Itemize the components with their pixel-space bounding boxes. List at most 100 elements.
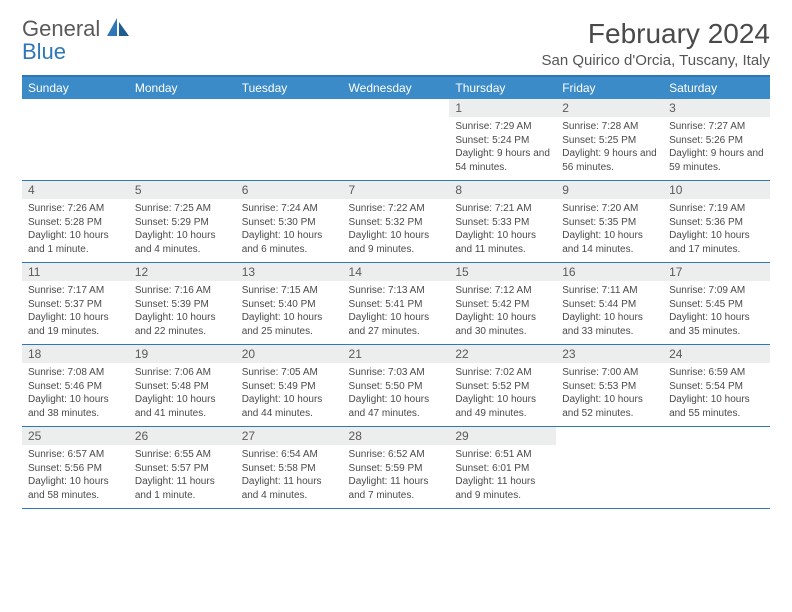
sunrise-text: Sunrise: 7:11 AM (562, 284, 657, 298)
day-details: Sunrise: 7:28 AMSunset: 5:25 PMDaylight:… (556, 117, 663, 180)
daylight-text: Daylight: 10 hours and 22 minutes. (135, 311, 230, 338)
day-number: 16 (556, 263, 663, 281)
sunset-text: Sunset: 5:54 PM (669, 380, 764, 394)
sunset-text: Sunset: 5:41 PM (349, 298, 444, 312)
day-number: 5 (129, 181, 236, 199)
calendar-day-cell: 23Sunrise: 7:00 AMSunset: 5:53 PMDayligh… (556, 345, 663, 427)
day-details: Sunrise: 7:29 AMSunset: 5:24 PMDaylight:… (449, 117, 556, 180)
calendar-day-cell: 10Sunrise: 7:19 AMSunset: 5:36 PMDayligh… (663, 181, 770, 263)
daylight-text: Daylight: 10 hours and 38 minutes. (28, 393, 123, 420)
sunrise-text: Sunrise: 7:20 AM (562, 202, 657, 216)
calendar-day-cell: 1Sunrise: 7:29 AMSunset: 5:24 PMDaylight… (449, 99, 556, 181)
day-details: Sunrise: 6:54 AMSunset: 5:58 PMDaylight:… (236, 445, 343, 508)
day-number: 8 (449, 181, 556, 199)
sunrise-text: Sunrise: 7:05 AM (242, 366, 337, 380)
calendar-day-cell: 28Sunrise: 6:52 AMSunset: 5:59 PMDayligh… (343, 427, 450, 509)
sunrise-text: Sunrise: 7:25 AM (135, 202, 230, 216)
sunrise-text: Sunrise: 7:02 AM (455, 366, 550, 380)
day-details: Sunrise: 7:13 AMSunset: 5:41 PMDaylight:… (343, 281, 450, 344)
calendar-day-cell: .. (129, 99, 236, 181)
sunrise-text: Sunrise: 7:26 AM (28, 202, 123, 216)
day-number: 13 (236, 263, 343, 281)
day-details: Sunrise: 7:22 AMSunset: 5:32 PMDaylight:… (343, 199, 450, 262)
calendar-day-cell: .. (22, 99, 129, 181)
sunset-text: Sunset: 5:30 PM (242, 216, 337, 230)
day-details: Sunrise: 6:51 AMSunset: 6:01 PMDaylight:… (449, 445, 556, 508)
daylight-text: Daylight: 10 hours and 14 minutes. (562, 229, 657, 256)
sunset-text: Sunset: 5:42 PM (455, 298, 550, 312)
day-number: 24 (663, 345, 770, 363)
sunset-text: Sunset: 5:40 PM (242, 298, 337, 312)
day-details: Sunrise: 7:15 AMSunset: 5:40 PMDaylight:… (236, 281, 343, 344)
sunset-text: Sunset: 5:33 PM (455, 216, 550, 230)
day-details: Sunrise: 7:19 AMSunset: 5:36 PMDaylight:… (663, 199, 770, 262)
sunrise-text: Sunrise: 7:09 AM (669, 284, 764, 298)
calendar-day-cell: 29Sunrise: 6:51 AMSunset: 6:01 PMDayligh… (449, 427, 556, 509)
sunset-text: Sunset: 5:58 PM (242, 462, 337, 476)
sunset-text: Sunset: 5:28 PM (28, 216, 123, 230)
sunset-text: Sunset: 5:52 PM (455, 380, 550, 394)
sunset-text: Sunset: 5:48 PM (135, 380, 230, 394)
day-number: 19 (129, 345, 236, 363)
weekday-header: Saturday (663, 77, 770, 99)
day-number: 1 (449, 99, 556, 117)
day-details: Sunrise: 7:08 AMSunset: 5:46 PMDaylight:… (22, 363, 129, 426)
sunset-text: Sunset: 5:56 PM (28, 462, 123, 476)
logo-text-1: General (22, 16, 100, 41)
sunrise-text: Sunrise: 7:15 AM (242, 284, 337, 298)
day-details: Sunrise: 7:02 AMSunset: 5:52 PMDaylight:… (449, 363, 556, 426)
day-details: Sunrise: 7:20 AMSunset: 5:35 PMDaylight:… (556, 199, 663, 262)
sunrise-text: Sunrise: 7:27 AM (669, 120, 764, 134)
day-number: 29 (449, 427, 556, 445)
calendar-day-cell: 26Sunrise: 6:55 AMSunset: 5:57 PMDayligh… (129, 427, 236, 509)
daylight-text: Daylight: 9 hours and 59 minutes. (669, 147, 764, 174)
day-number: 17 (663, 263, 770, 281)
calendar-day-cell: 3Sunrise: 7:27 AMSunset: 5:26 PMDaylight… (663, 99, 770, 181)
calendar-document: General Blue February 2024 San Quirico d… (0, 0, 792, 509)
day-number: 3 (663, 99, 770, 117)
logo-sail-icon (107, 18, 129, 36)
day-number: 14 (343, 263, 450, 281)
day-details: Sunrise: 7:09 AMSunset: 5:45 PMDaylight:… (663, 281, 770, 344)
daylight-text: Daylight: 10 hours and 19 minutes. (28, 311, 123, 338)
sunrise-text: Sunrise: 6:51 AM (455, 448, 550, 462)
day-details: Sunrise: 6:55 AMSunset: 5:57 PMDaylight:… (129, 445, 236, 508)
daylight-text: Daylight: 10 hours and 4 minutes. (135, 229, 230, 256)
daylight-text: Daylight: 10 hours and 44 minutes. (242, 393, 337, 420)
calendar-day-cell: 2Sunrise: 7:28 AMSunset: 5:25 PMDaylight… (556, 99, 663, 181)
day-number: 22 (449, 345, 556, 363)
calendar-day-cell: 25Sunrise: 6:57 AMSunset: 5:56 PMDayligh… (22, 427, 129, 509)
daylight-text: Daylight: 10 hours and 41 minutes. (135, 393, 230, 420)
sunset-text: Sunset: 5:44 PM (562, 298, 657, 312)
day-number: 27 (236, 427, 343, 445)
sunrise-text: Sunrise: 7:19 AM (669, 202, 764, 216)
sunset-text: Sunset: 5:50 PM (349, 380, 444, 394)
daylight-text: Daylight: 11 hours and 4 minutes. (242, 475, 337, 502)
day-number: 23 (556, 345, 663, 363)
day-details: Sunrise: 7:06 AMSunset: 5:48 PMDaylight:… (129, 363, 236, 426)
day-number: 10 (663, 181, 770, 199)
sunset-text: Sunset: 5:53 PM (562, 380, 657, 394)
sunset-text: Sunset: 5:35 PM (562, 216, 657, 230)
daylight-text: Daylight: 10 hours and 52 minutes. (562, 393, 657, 420)
sunrise-text: Sunrise: 7:29 AM (455, 120, 550, 134)
calendar-day-cell: 21Sunrise: 7:03 AMSunset: 5:50 PMDayligh… (343, 345, 450, 427)
daylight-text: Daylight: 11 hours and 9 minutes. (455, 475, 550, 502)
day-details: Sunrise: 7:24 AMSunset: 5:30 PMDaylight:… (236, 199, 343, 262)
daylight-text: Daylight: 10 hours and 35 minutes. (669, 311, 764, 338)
weekday-header: Monday (129, 77, 236, 99)
day-number: 9 (556, 181, 663, 199)
calendar-week-row: ........1Sunrise: 7:29 AMSunset: 5:24 PM… (22, 99, 770, 181)
sunrise-text: Sunrise: 7:22 AM (349, 202, 444, 216)
calendar-day-cell: .. (556, 427, 663, 509)
calendar-week-row: 18Sunrise: 7:08 AMSunset: 5:46 PMDayligh… (22, 345, 770, 427)
day-details: Sunrise: 7:03 AMSunset: 5:50 PMDaylight:… (343, 363, 450, 426)
sunset-text: Sunset: 5:29 PM (135, 216, 230, 230)
daylight-text: Daylight: 10 hours and 27 minutes. (349, 311, 444, 338)
day-number: 12 (129, 263, 236, 281)
day-details: Sunrise: 7:00 AMSunset: 5:53 PMDaylight:… (556, 363, 663, 426)
month-title: February 2024 (541, 18, 770, 50)
calendar-day-cell: 27Sunrise: 6:54 AMSunset: 5:58 PMDayligh… (236, 427, 343, 509)
daylight-text: Daylight: 9 hours and 56 minutes. (562, 147, 657, 174)
calendar-day-cell: 24Sunrise: 6:59 AMSunset: 5:54 PMDayligh… (663, 345, 770, 427)
